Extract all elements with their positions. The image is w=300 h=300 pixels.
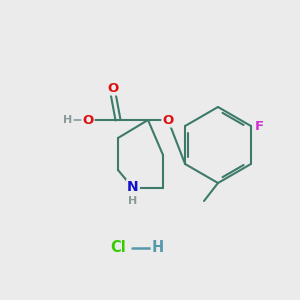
Text: O: O [162, 113, 174, 127]
Text: H: H [152, 241, 164, 256]
Text: H: H [128, 196, 138, 206]
Text: O: O [82, 113, 94, 127]
Text: H: H [63, 115, 73, 125]
Text: N: N [127, 180, 139, 194]
Text: Cl: Cl [110, 241, 126, 256]
Text: F: F [254, 119, 263, 133]
Text: O: O [107, 82, 118, 94]
